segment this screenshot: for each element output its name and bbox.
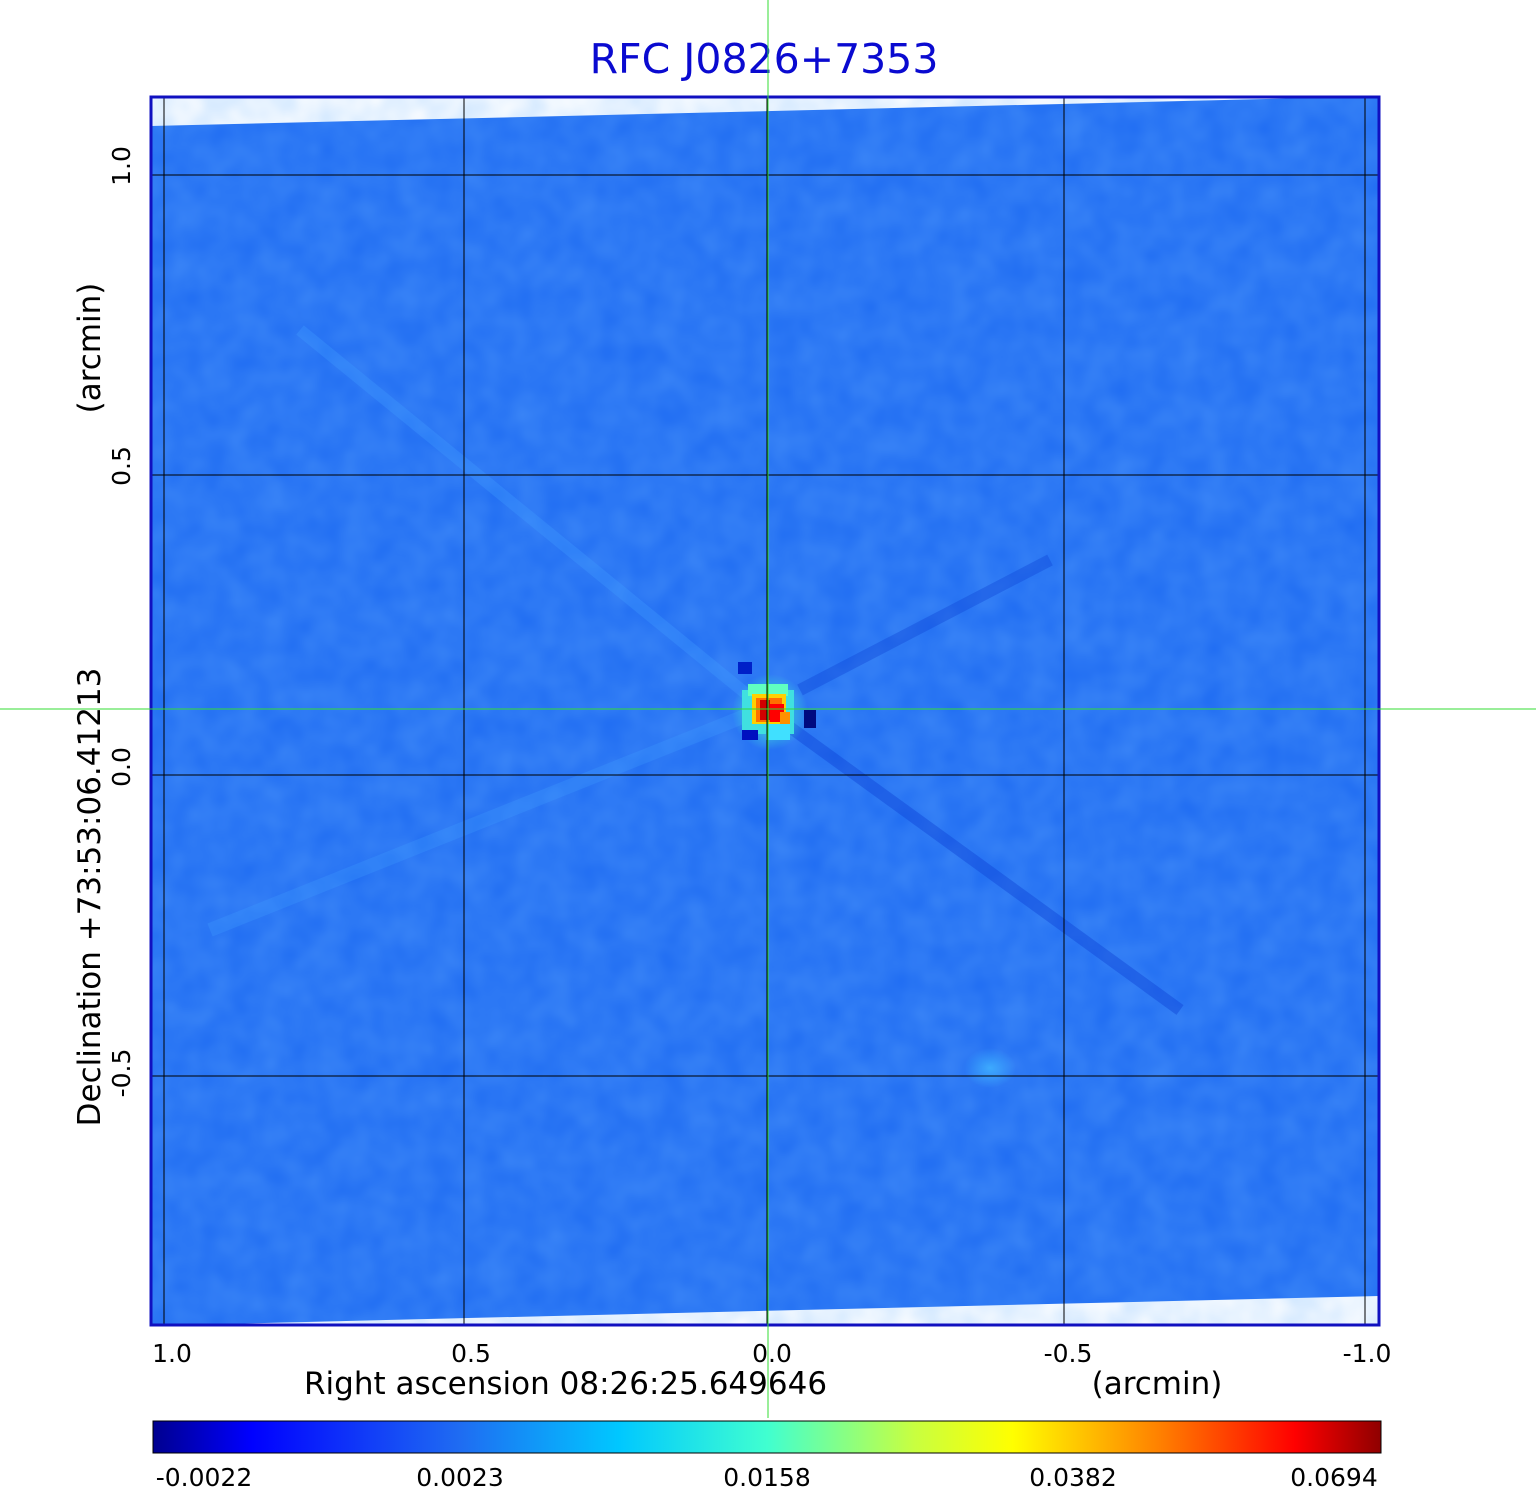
secondary-blob — [964, 1048, 1016, 1088]
y-tick-label: -0.5 — [107, 1049, 136, 1098]
x-tick-label: -1.0 — [1343, 1339, 1392, 1368]
x-axis-unit: (arcmin) — [1092, 1366, 1223, 1402]
sidelobe-streak — [207, 703, 763, 937]
colorbar-tick-labels: -0.0022 0.0023 0.0158 0.0382 0.0694 — [156, 1463, 1378, 1492]
plot-frame — [149, 95, 1381, 1327]
y-tick-labels: 1.0 0.5 0.0 -0.5 — [107, 146, 136, 1097]
x-tick-label: 0.0 — [752, 1339, 792, 1368]
x-tick-label: -0.5 — [1044, 1339, 1093, 1368]
y-axis-unit: (arcmin) — [72, 283, 108, 414]
y-tick-label: 0.5 — [107, 446, 136, 486]
coordinate-grid — [151, 97, 1379, 1325]
colorbar-tick-label: 0.0023 — [416, 1463, 503, 1492]
colorbar-tick-label: -0.0022 — [156, 1463, 253, 1492]
x-tick-label: 1.0 — [152, 1339, 192, 1368]
plot-title: RFC J0826+7353 — [590, 35, 939, 83]
colorbar-tick-label: 0.0158 — [723, 1463, 810, 1492]
colorbar-tick-label: 0.0694 — [1290, 1463, 1377, 1492]
image-area — [151, 97, 1379, 1325]
x-axis-label: Right ascension 08:26:25.649646 — [304, 1366, 827, 1402]
sidelobe-streak — [797, 554, 1053, 696]
x-tick-labels: 1.0 0.5 0.0 -0.5 -1.0 — [152, 1339, 1391, 1368]
sidelobe-streak — [296, 325, 764, 710]
x-tick-label: 0.5 — [451, 1339, 491, 1368]
y-tick-label: 0.0 — [107, 747, 136, 787]
y-tick-label: 1.0 — [107, 146, 136, 186]
crosshair — [0, 0, 1536, 1418]
colorbar — [152, 1420, 1382, 1454]
colorbar-tick-label: 0.0382 — [1029, 1463, 1116, 1492]
sidelobe-streak — [776, 715, 1184, 1015]
y-axis-label: Declination +73:53:06.41213 — [72, 668, 108, 1127]
